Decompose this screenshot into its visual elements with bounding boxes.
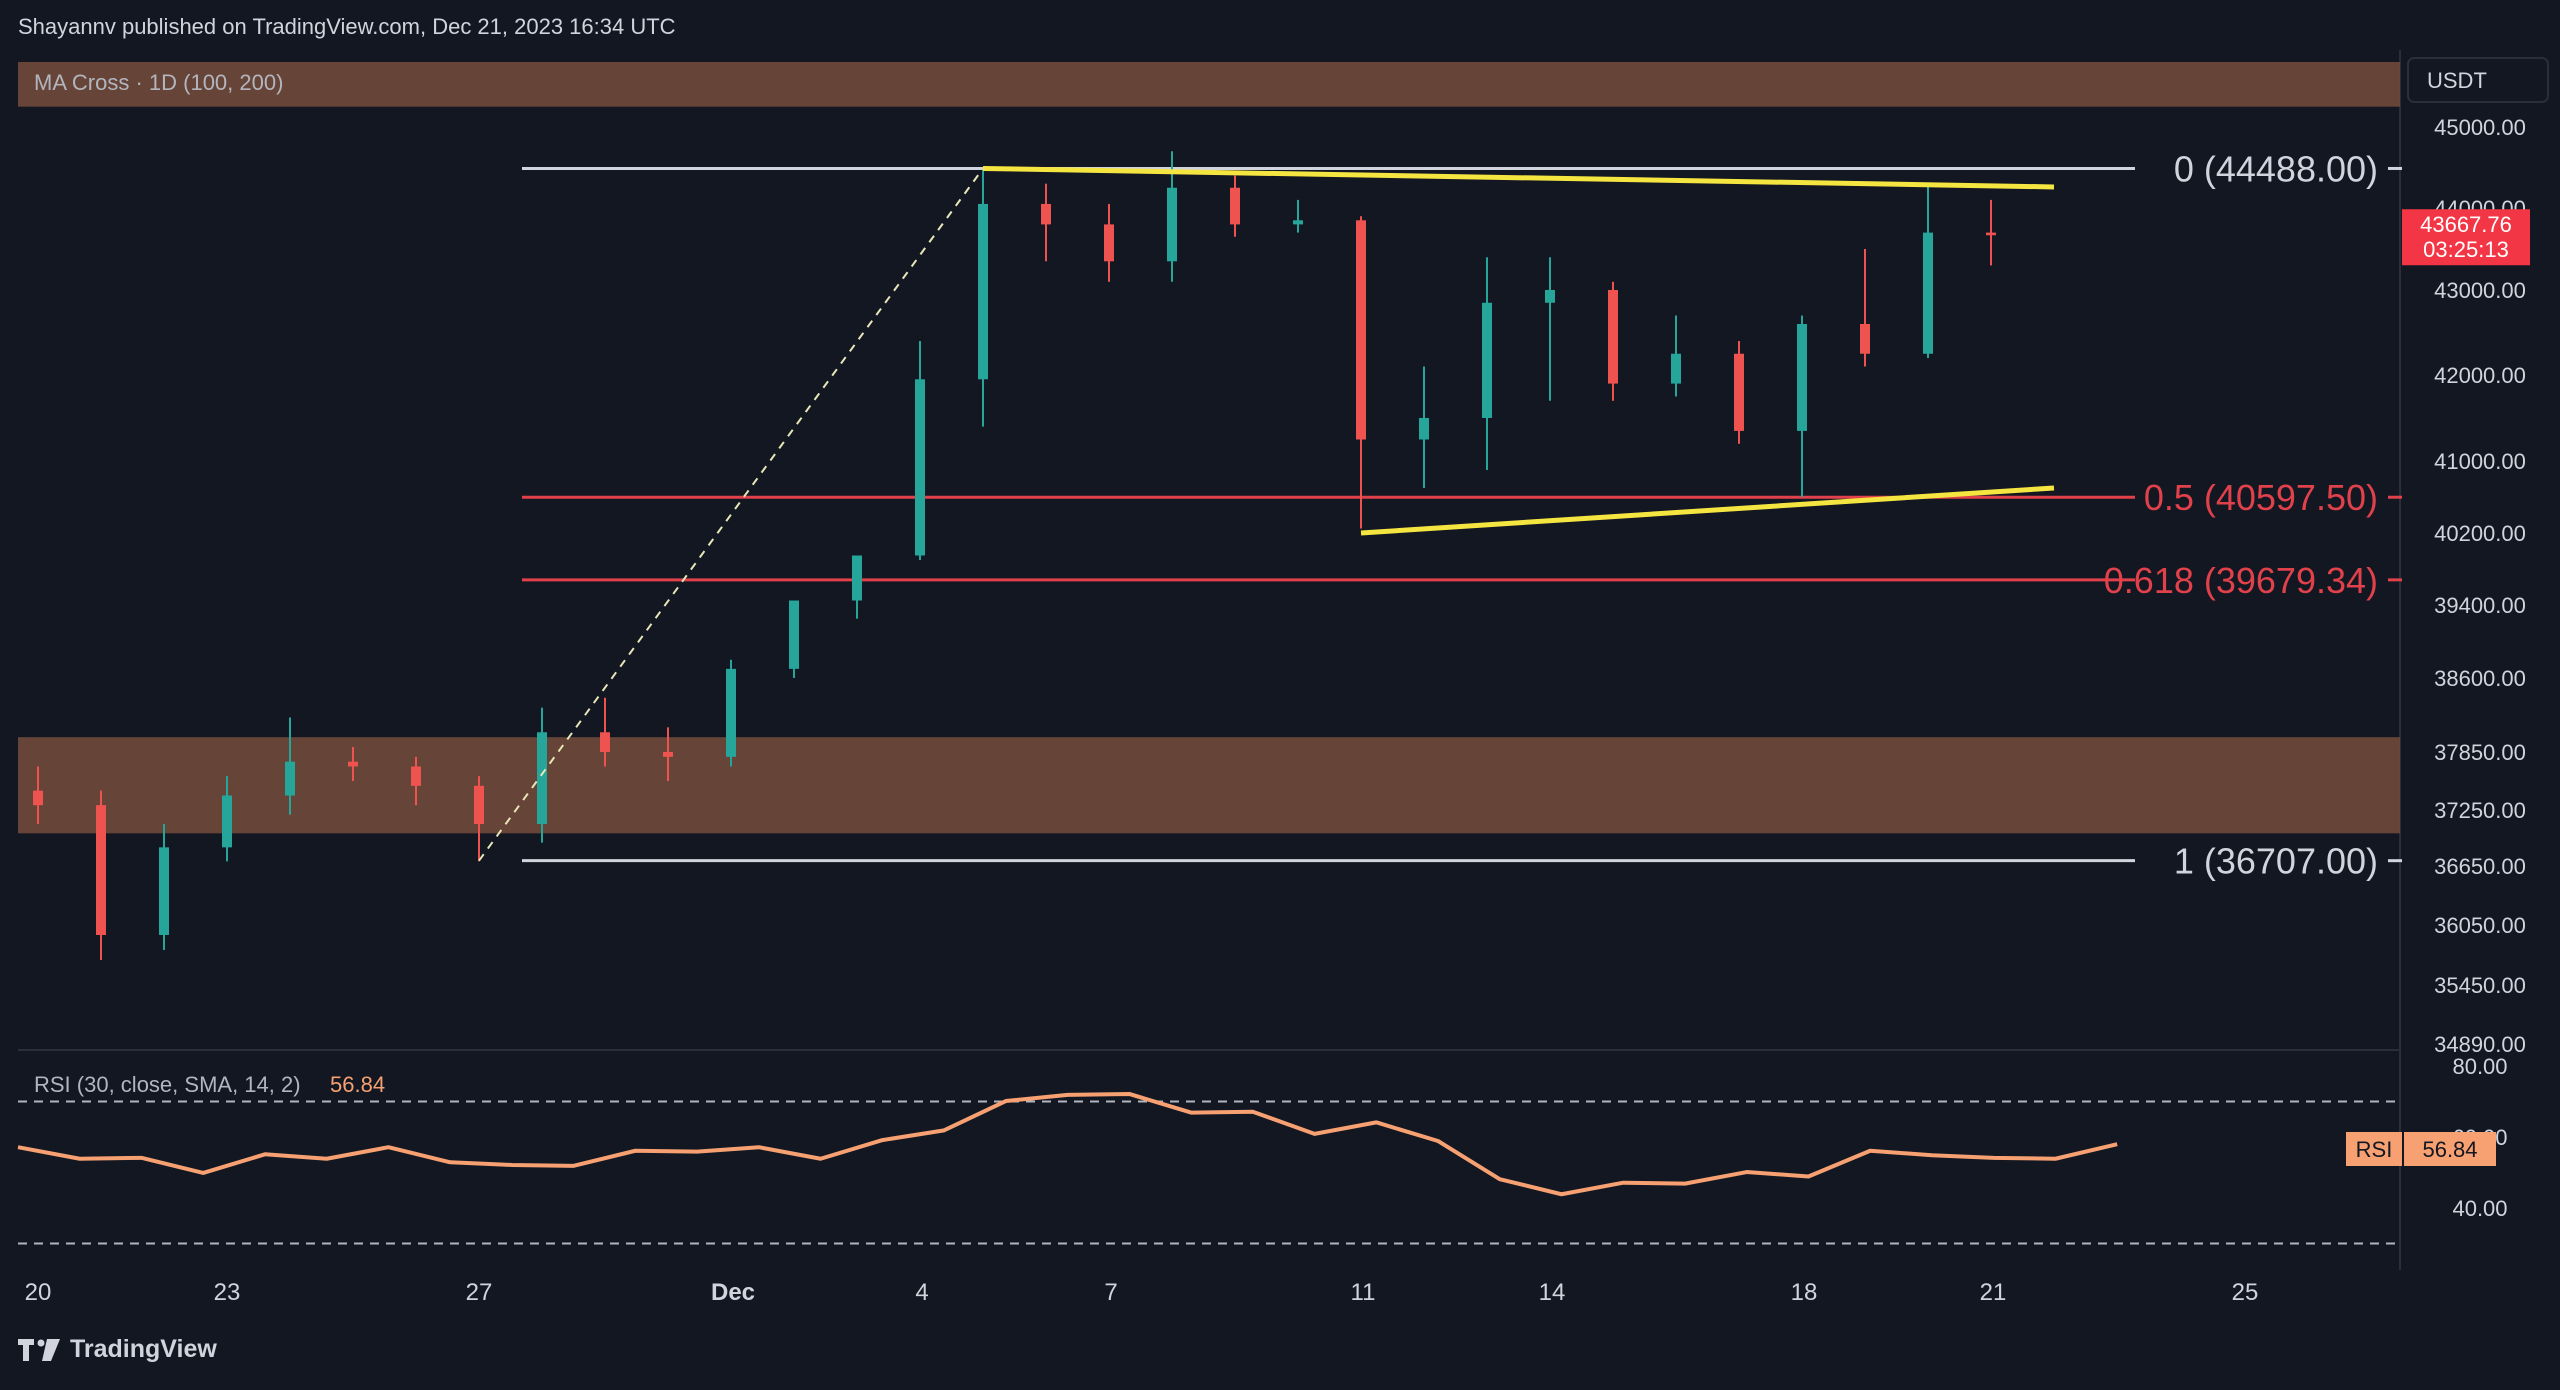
currency-badge [2407, 57, 2549, 103]
candle-body [1797, 324, 1807, 431]
rsi-tag-name-bg [2346, 1132, 2402, 1166]
lower-trendline [1360, 485, 2055, 536]
candle-body [222, 795, 232, 848]
candle-body [852, 555, 862, 601]
rsi-current-value: 56.84 [330, 1072, 385, 1097]
rsi-label: RSI (30, close, SMA, 14, 2) [34, 1072, 301, 1097]
candle-body [1608, 290, 1618, 384]
countdown-value: 03:25:13 [2423, 237, 2509, 262]
last-price-value: 43667.76 [2420, 212, 2512, 237]
candle-body [1167, 187, 1177, 262]
supply-zone [18, 62, 2400, 107]
ma-cross-label: MA Cross · 1D (100, 200) [34, 70, 283, 95]
fib-dashed-leg [478, 167, 984, 862]
candle-body [33, 790, 43, 806]
candle-body [1734, 353, 1744, 431]
candle-body [1545, 290, 1555, 303]
price-tick-label: 42000.00 [2434, 363, 2526, 388]
publish-header: Shayannv published on TradingView.com, D… [18, 14, 676, 39]
price-tick-label: 43000.00 [2434, 278, 2526, 303]
price-tick-label: 38600.00 [2434, 666, 2526, 691]
candle-body [1230, 187, 1240, 225]
candle-body [789, 600, 799, 669]
date-tick-label: 14 [1539, 1279, 1566, 1306]
candle-body [1986, 232, 1996, 236]
candle-body [96, 805, 106, 935]
date-tick-label: 11 [1351, 1279, 1376, 1306]
price-tick-label: 41000.00 [2434, 449, 2526, 474]
rsi-tick-label: 40.00 [2452, 1196, 2507, 1221]
candle-body [1671, 353, 1681, 384]
candle-body [978, 203, 988, 380]
date-tick-label: 18 [1791, 1279, 1818, 1306]
price-tick-label: 34890.00 [2434, 1032, 2526, 1057]
price-tick-label: 36050.00 [2434, 913, 2526, 938]
demand-zone [18, 737, 2400, 834]
price-tick-label: 35450.00 [2434, 973, 2526, 998]
candle-body [1104, 224, 1114, 262]
date-tick-label: 20 [25, 1279, 52, 1306]
rsi-line [17, 1091, 2118, 1197]
date-tick-label: 23 [214, 1279, 241, 1306]
candle-body [1293, 220, 1303, 225]
candle-body [1860, 324, 1870, 354]
candle-body [411, 766, 421, 786]
candle-body [726, 668, 736, 757]
date-tick-label: 7 [1104, 1279, 1117, 1306]
fib-level-label: 0.618 (39679.34) [2104, 560, 2378, 601]
price-tick-label: 37250.00 [2434, 798, 2526, 823]
candle-body [1419, 418, 1429, 440]
candle-body [915, 379, 925, 556]
price-tick-label: 36650.00 [2434, 854, 2526, 879]
date-tick-label: 25 [2232, 1279, 2259, 1306]
date-tick-label: Dec [711, 1279, 755, 1306]
candle-body [1482, 302, 1492, 418]
tradingview-brand: TradingView [70, 1335, 217, 1363]
candle-body [348, 761, 358, 767]
fib-level-label: 0.5 (40597.50) [2144, 477, 2378, 518]
price-tick-label: 37850.00 [2434, 740, 2526, 765]
price-tick-label: 39400.00 [2434, 593, 2526, 618]
rsi-tick-label: 80.00 [2452, 1054, 2507, 1079]
candle-body [474, 785, 484, 824]
fib-level-label: 1 (36707.00) [2174, 841, 2378, 882]
candle-body [1041, 203, 1051, 225]
tradingview-logo-icon [18, 1338, 60, 1361]
candle-body [159, 847, 169, 935]
upper-trendline [982, 165, 2055, 190]
price-tick-label: 45000.00 [2434, 115, 2526, 140]
price-tick-label: 40200.00 [2434, 521, 2526, 546]
currency-label: USDT [2427, 68, 2487, 93]
candle-body [537, 732, 547, 824]
date-tick-label: 21 [1980, 1279, 2007, 1306]
candle-body [285, 761, 295, 796]
candle-body [1356, 220, 1366, 440]
date-tick-label: 27 [466, 1279, 493, 1306]
candle-body [663, 752, 673, 757]
fib-level-label: 0 (44488.00) [2174, 148, 2378, 189]
rsi-tag-name: RSI [2356, 1137, 2393, 1162]
last-price-tag [2402, 209, 2530, 266]
tradingview-logo[interactable]: TradingView [18, 1335, 217, 1364]
rsi-tag-value: 56.84 [2422, 1137, 2477, 1162]
candle-body [1923, 232, 1933, 354]
rsi-tag-value-bg [2404, 1132, 2496, 1166]
candle-body [600, 732, 610, 752]
date-tick-label: 4 [915, 1279, 928, 1306]
